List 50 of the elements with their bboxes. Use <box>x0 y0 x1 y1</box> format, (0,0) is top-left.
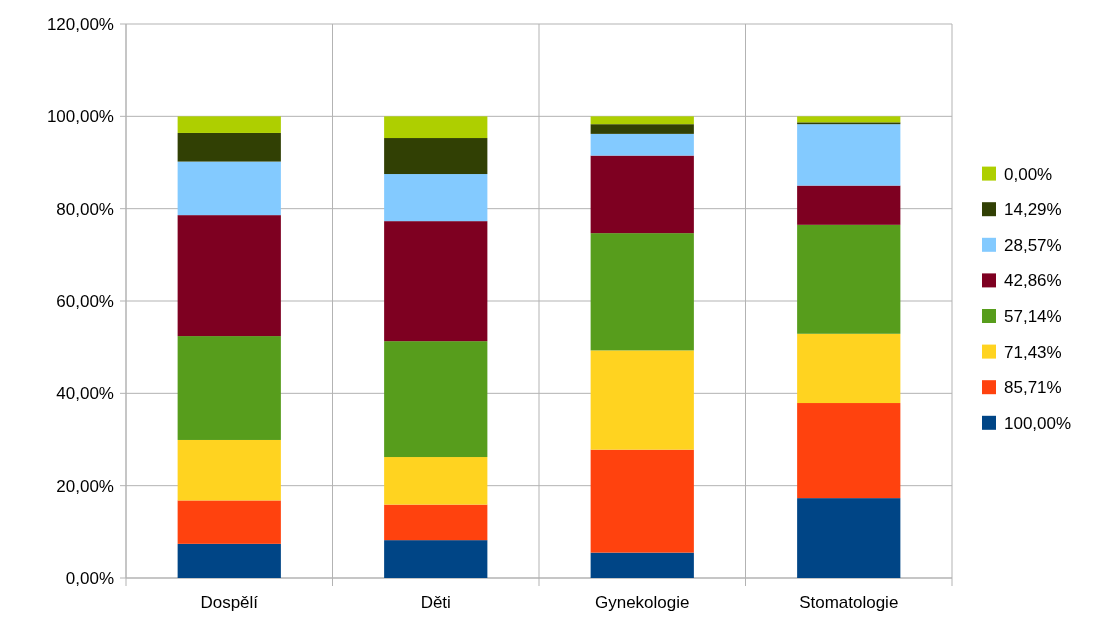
legend-label: 85,71% <box>1004 378 1062 398</box>
bar <box>797 185 901 225</box>
bar <box>177 132 281 162</box>
legend-label: 71,43% <box>1004 342 1062 362</box>
x-tick-label: Dospělí <box>200 593 259 612</box>
y-tick-label: 60,00% <box>56 291 114 311</box>
y-tick-label: 40,00% <box>56 384 114 404</box>
y-tick-label: 100,00% <box>46 107 114 127</box>
bar <box>384 138 488 175</box>
bar <box>797 224 901 334</box>
bar <box>384 504 488 541</box>
bar <box>590 350 694 450</box>
legend-label: 28,57% <box>1004 235 1062 255</box>
bar <box>177 439 281 501</box>
bar <box>177 543 281 578</box>
bar <box>384 457 488 505</box>
bar <box>177 336 281 440</box>
bar <box>590 449 694 553</box>
bar <box>590 116 694 125</box>
legend-label: 100,00% <box>1004 413 1072 433</box>
bar <box>797 498 901 578</box>
legend-label: 0,00% <box>1004 164 1053 184</box>
bar <box>590 233 694 351</box>
bar <box>177 161 281 216</box>
y-tick-label: 0,00% <box>65 568 114 588</box>
legend-label: 42,86% <box>1004 271 1062 291</box>
bar <box>384 174 488 222</box>
bar <box>797 333 901 404</box>
bar <box>797 116 901 123</box>
bar <box>797 403 901 499</box>
y-tick-label: 20,00% <box>56 476 114 496</box>
legend-label: 57,14% <box>1004 306 1062 326</box>
x-tick-label: Děti <box>420 593 451 612</box>
legend-label: 14,29% <box>1004 200 1062 220</box>
bar <box>177 500 281 544</box>
bar <box>384 540 488 578</box>
bar <box>590 124 694 134</box>
bar <box>590 552 694 578</box>
bar <box>384 116 488 139</box>
y-tick-label: 80,00% <box>56 199 114 219</box>
bar <box>384 341 488 458</box>
bar <box>177 215 281 337</box>
bar <box>177 116 281 133</box>
bar <box>797 124 901 186</box>
y-tick-label: 120,00% <box>46 14 114 34</box>
x-tick-label: Gynekologie <box>594 593 690 612</box>
bar <box>384 221 488 342</box>
x-tick-label: Stomatologie <box>799 593 899 612</box>
bar <box>590 133 694 156</box>
bar <box>590 155 694 234</box>
